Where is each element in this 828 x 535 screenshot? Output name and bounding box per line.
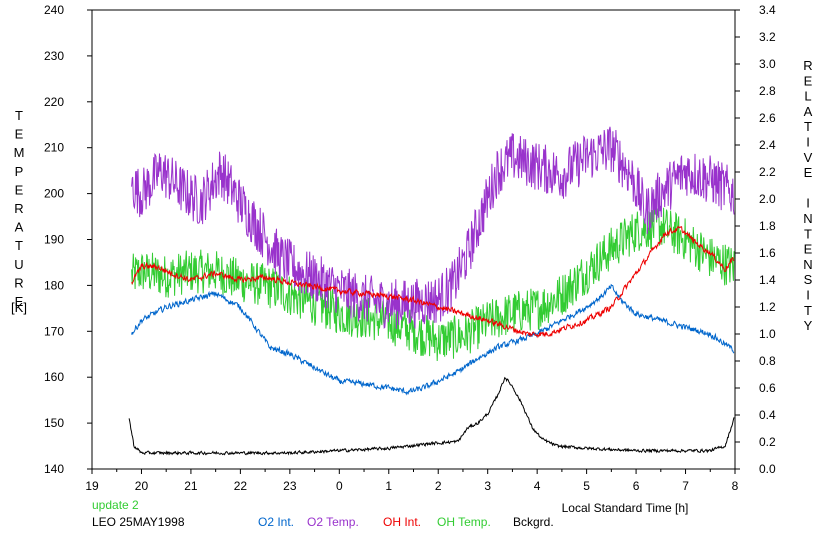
left-tick-label: 170 (44, 324, 64, 338)
right-axis-letter: V (804, 150, 813, 165)
right-tick-label: 3.0 (759, 57, 776, 71)
series-line-o2-int (131, 283, 735, 396)
left-axis-letter: T (15, 108, 23, 123)
right-axis-letter: I (806, 135, 810, 150)
right-tick-label: 1.2 (759, 300, 776, 314)
right-axis-letter: L (804, 89, 811, 104)
right-axis-letter: E (804, 242, 813, 257)
right-axis-letter: T (804, 119, 812, 134)
left-axis-letter: E (15, 294, 24, 309)
right-tick-label: 1.8 (759, 219, 776, 233)
right-tick-label: 0.0 (759, 462, 776, 476)
right-tick-label: 3.2 (759, 30, 776, 44)
right-tick-label: 0.2 (759, 435, 776, 449)
series-line-o2-temp (131, 126, 735, 329)
series-line-oh-int (131, 225, 735, 339)
left-axis-letter: M (14, 145, 25, 160)
right-axis-letter: Y (804, 318, 813, 333)
right-axis-letter: N (803, 211, 812, 226)
x-tick-label: 4 (534, 479, 541, 493)
right-axis-letter: I (806, 196, 810, 211)
left-tick-label: 150 (44, 416, 64, 430)
x-tick-label: 19 (85, 479, 99, 493)
x-tick-label: 6 (633, 479, 640, 493)
legend-oh-temp: OH Temp. (437, 515, 491, 529)
right-tick-label: 1.4 (759, 273, 776, 287)
left-axis-letter: A (15, 220, 24, 235)
right-tick-label: 3.4 (759, 3, 776, 17)
x-tick-label: 2 (435, 479, 442, 493)
left-tick-label: 160 (44, 370, 64, 384)
left-axis-letter: T (15, 238, 23, 253)
right-tick-label: 1.0 (759, 327, 776, 341)
right-axis-letter: N (803, 257, 812, 272)
left-axis-letter: R (14, 275, 23, 290)
right-axis-letter: S (804, 272, 813, 287)
x-tick-label: 23 (283, 479, 297, 493)
left-tick-label: 190 (44, 233, 64, 247)
legend-o2-temp: O2 Temp. (307, 515, 359, 529)
x-tick-label: 1 (385, 479, 392, 493)
station-date-text: LEO 25MAY1998 (92, 515, 185, 529)
x-tick-label: 20 (135, 479, 149, 493)
x-tick-label: 7 (682, 479, 689, 493)
right-tick-label: 2.2 (759, 165, 776, 179)
x-tick-label: 0 (336, 479, 343, 493)
series-line-oh-temp (131, 205, 735, 362)
legend-o2-int: O2 Int. (258, 515, 294, 529)
axis-layer: 19 20 21 22 23 0 1 2 3 4 5 6 7 8140150160170180190200… (44, 3, 776, 493)
right-tick-label: 0.4 (759, 408, 776, 422)
x-tick-label: 21 (184, 479, 198, 493)
x-tick-label: 3 (484, 479, 491, 493)
left-axis-letter: R (14, 201, 23, 216)
x-axis-label: Local Standard Time [h] (562, 501, 689, 515)
x-tick-label: 22 (234, 479, 248, 493)
left-axis-letter: E (15, 182, 24, 197)
right-axis-letter: E (804, 73, 813, 88)
left-axis-unit: [K] (11, 300, 27, 315)
x-tick-label: 5 (583, 479, 590, 493)
right-axis-letter: A (804, 104, 813, 119)
left-tick-label: 180 (44, 278, 64, 292)
right-axis-letter: T (804, 226, 812, 241)
right-tick-label: 2.6 (759, 111, 776, 125)
left-tick-label: 240 (44, 3, 64, 17)
right-tick-label: 2.8 (759, 84, 776, 98)
left-tick-label: 140 (44, 462, 64, 476)
status-text: update 2 (92, 498, 139, 512)
x-tick-label: 8 (732, 479, 739, 493)
legend-bckgrd: Bckgrd. (513, 515, 554, 529)
right-tick-label: 2.4 (759, 138, 776, 152)
right-axis-letter: T (804, 303, 812, 318)
series-line-bckgrd (128, 376, 735, 456)
right-tick-label: 2.0 (759, 192, 776, 206)
left-tick-label: 200 (44, 187, 64, 201)
right-axis-letter: R (803, 58, 812, 73)
left-axis-letter: E (15, 127, 24, 142)
right-axis-letter: I (806, 288, 810, 303)
right-tick-label: 1.6 (759, 246, 776, 260)
left-tick-label: 220 (44, 95, 64, 109)
right-tick-label: 0.8 (759, 354, 776, 368)
right-axis-letter: E (804, 165, 813, 180)
left-axis-letter: P (15, 164, 24, 179)
left-tick-label: 210 (44, 141, 64, 155)
left-tick-label: 230 (44, 49, 64, 63)
series-layer (128, 126, 735, 456)
legend-oh-int: OH Int. (383, 515, 421, 529)
right-tick-label: 0.6 (759, 381, 776, 395)
left-axis-letter: U (14, 257, 23, 272)
